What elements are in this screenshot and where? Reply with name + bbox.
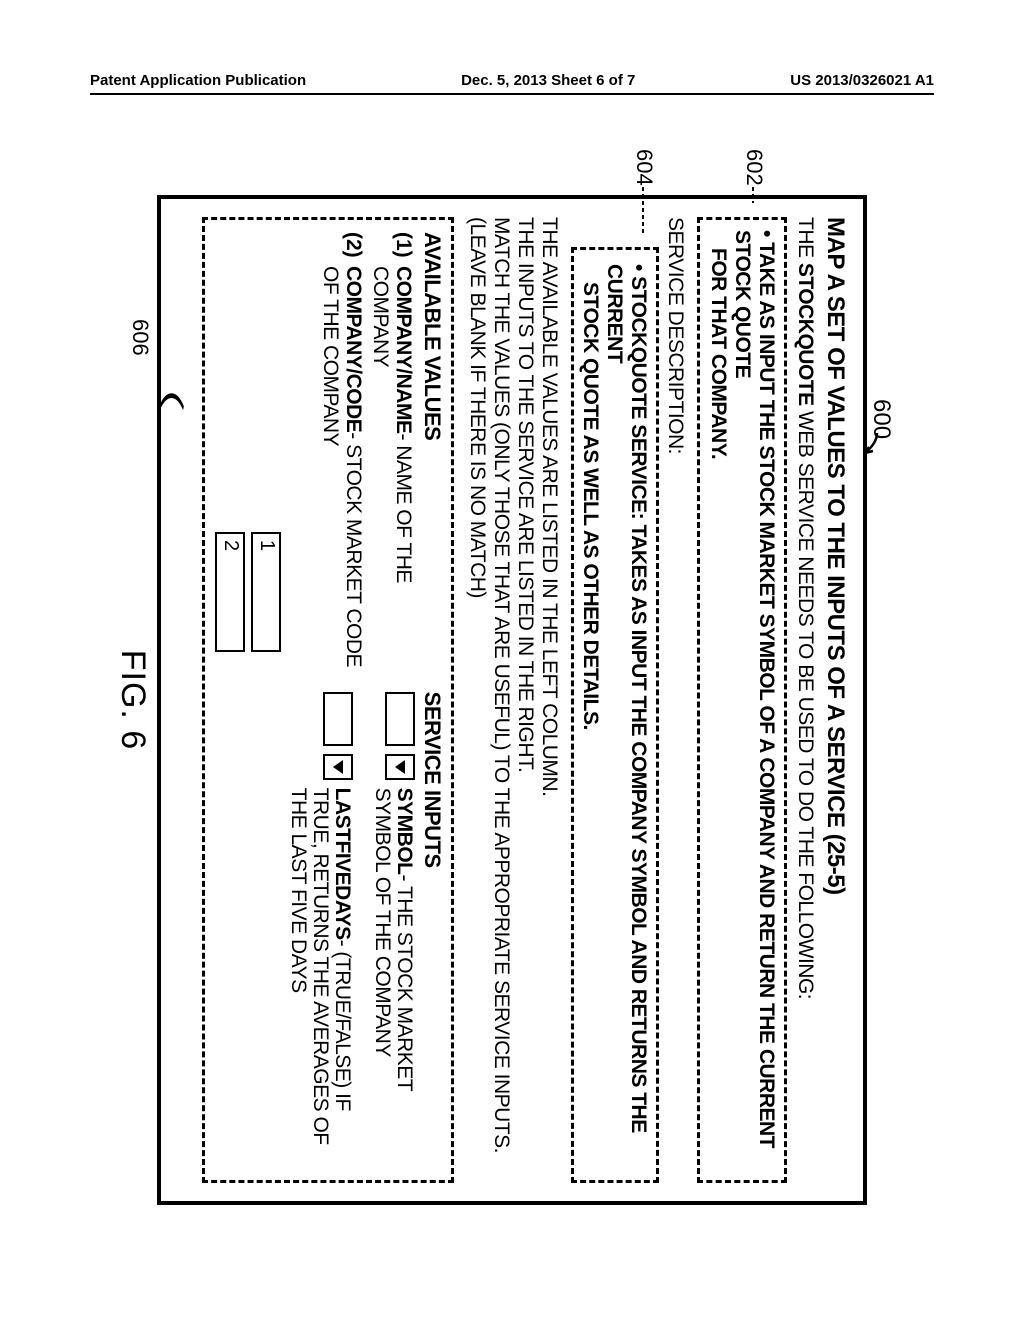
leader-604	[639, 187, 647, 233]
callout-606-label: 606	[127, 319, 153, 356]
header-right: US 2013/0326021 A1	[790, 72, 934, 89]
svc1-text: SYMBOL- THE STOCK MARKET SYMBOL OF THE C…	[371, 788, 415, 1168]
svc-row-1: SYMBOL- THE STOCK MARKET SYMBOL OF THE C…	[371, 692, 415, 1168]
intro-line: THE STOCKQUOTE WEB SERVICE NEEDS TO BE U…	[793, 217, 817, 1183]
service-inputs-header: SERVICE INPUTS	[419, 692, 445, 1168]
dashed-box-606: AVAILABLE VALUES (1) COMPANY/NAME- NAME …	[202, 217, 454, 1183]
page-header: Patent Application Publication Dec. 5, 2…	[90, 72, 934, 95]
avail1-num: (1)	[391, 232, 415, 260]
header-left: Patent Application Publication	[90, 72, 306, 89]
svc1-bold: SYMBOL	[393, 788, 416, 875]
svc2-dropdown-button[interactable]	[323, 754, 353, 780]
avail1-bold: COMPANY/NAME	[392, 266, 415, 433]
intro-text-1: THE	[794, 217, 817, 263]
extra-boxes: 1 2	[215, 532, 281, 1168]
svc-row-2: LASTFIVEDAYS- (TRUE/FALSE) IF TRUE, RETU…	[287, 692, 353, 1168]
figure-600-frame: 600 MAP A SET OF VALUES TO THE INPUTS OF…	[157, 195, 867, 1205]
leader-602	[749, 187, 757, 203]
avail2-bold: COMPANY/CODE	[342, 266, 365, 432]
figure-label: FIG. 6	[113, 650, 152, 750]
svc2-text: LASTFIVEDAYS- (TRUE/FALSE) IF TRUE, RETU…	[287, 788, 353, 1168]
avail-entry-2: (2) COMPANY/CODE- STOCK MARKET CODE OF T…	[319, 232, 365, 672]
box602-line2: FOR THAT COMPANY.	[706, 230, 730, 1170]
box602-line1: • TAKE AS INPUT THE STOCK MARKET SYMBOL …	[730, 230, 778, 1170]
callout-600-arrow	[861, 431, 879, 465]
extra-box-2[interactable]: 2	[215, 532, 245, 652]
instr-1: THE AVAILABLE VALUES ARE LISTED IN THE L…	[537, 217, 561, 1183]
extra-box-1[interactable]: 1	[251, 532, 281, 652]
dashed-box-602: • TAKE AS INPUT THE STOCK MARKET SYMBOL …	[697, 217, 787, 1183]
svc2-bold: LASTFIVEDAYS	[331, 788, 354, 940]
avail-entry-1: (1) COMPANY/NAME- NAME OF THE COMPANY	[369, 232, 415, 672]
svc2-input-box[interactable]	[323, 692, 353, 746]
dashed-box-604: • STOCKQUOTE SERVICE: TAKES AS INPUT THE…	[571, 247, 659, 1183]
available-values-column: AVAILABLE VALUES (1) COMPANY/NAME- NAME …	[287, 232, 445, 672]
instr-2: THE INPUTS TO THE SERVICE ARE LISTED IN …	[513, 217, 537, 1183]
figure-rotated-container: 600 MAP A SET OF VALUES TO THE INPUTS OF…	[157, 195, 867, 1205]
header-center: Dec. 5, 2013 Sheet 6 of 7	[461, 72, 635, 89]
available-values-header: AVAILABLE VALUES	[419, 232, 445, 672]
svc1-input-box[interactable]	[385, 692, 415, 746]
svc1-dropdown-button[interactable]	[385, 754, 415, 780]
service-description-label: SERVICE DESCRIPTION:	[663, 217, 687, 1183]
avail1-text: COMPANY/NAME- NAME OF THE COMPANY	[369, 266, 415, 672]
instructions-block: THE AVAILABLE VALUES ARE LISTED IN THE L…	[464, 217, 561, 1183]
instr-3: MATCH THE VALUES (ONLY THOSE THAT ARE US…	[489, 217, 513, 1183]
avail2-text: COMPANY/CODE- STOCK MARKET CODE OF THE C…	[319, 266, 365, 672]
box604-line1: • STOCKQUOTE SERVICE: TAKES AS INPUT THE…	[602, 264, 650, 1170]
intro-text-2: WEB SERVICE NEEDS TO BE USED TO DO THE F…	[794, 406, 817, 999]
callout-602-label: 602	[741, 149, 767, 186]
callout-604-label: 604	[631, 149, 657, 186]
figure-title: MAP A SET OF VALUES TO THE INPUTS OF A S…	[821, 217, 849, 1183]
instr-4: (LEAVE BLANK IF THERE IS NO MATCH)	[464, 217, 488, 1183]
intro-bold: STOCKQUOTE	[794, 263, 817, 406]
avail2-num: (2)	[341, 232, 365, 260]
box604-line2: STOCK QUOTE AS WELL AS OTHER DETAILS.	[578, 264, 602, 1170]
brace-606: ︶	[158, 336, 184, 429]
service-inputs-column: SERVICE INPUTS SYMBOL- THE STOCK MARKET …	[287, 692, 445, 1168]
